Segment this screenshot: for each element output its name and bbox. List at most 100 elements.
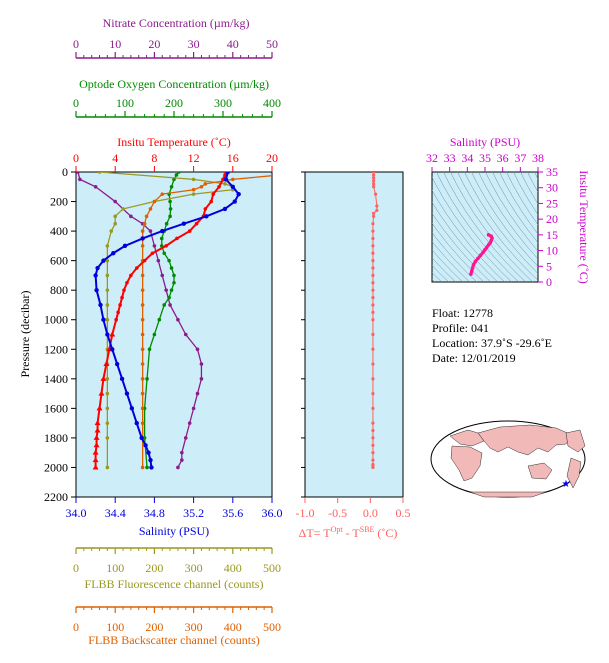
- profile-series: [76, 172, 272, 470]
- temperature-point: [92, 464, 99, 470]
- backscatter-point: [140, 273, 145, 278]
- backscatter-point: [140, 317, 145, 322]
- backscatter-point: [140, 391, 145, 396]
- world-map: ★: [430, 420, 586, 498]
- ts-density-contour: [436, 172, 520, 282]
- oxygen-point: [145, 465, 149, 470]
- oxygen-point: [167, 295, 171, 300]
- fluorescence-axis-label: FLBB Fluorescence channel (counts): [85, 577, 264, 591]
- tick-label: 0: [73, 620, 79, 634]
- tick-label: 400: [263, 96, 281, 110]
- ts-density-contour: [499, 172, 538, 235]
- delta-t-point: [371, 273, 375, 278]
- ts-curve-point: [469, 269, 474, 273]
- ts-curve-point: [484, 245, 489, 250]
- ts-density-contour: [432, 222, 485, 282]
- oxygen-point: [177, 172, 181, 174]
- salinity-point: [146, 450, 151, 455]
- tick-label: 300: [185, 620, 203, 634]
- ts-temperature-tick-label: 5: [546, 259, 552, 273]
- ts-temperature-tick-label: 30: [546, 181, 558, 195]
- ts-density-contour: [485, 172, 538, 252]
- salinity-point: [140, 236, 145, 241]
- temperature-point: [100, 375, 107, 381]
- ts-curve-point: [486, 233, 491, 237]
- ts-curve-point: [473, 259, 478, 264]
- ts-density-contour: [457, 172, 538, 281]
- tick-label: 0: [73, 37, 79, 51]
- fluorescence-axis: 0 100 200 300 400 500 FLBB Fluorescence chann…: [73, 547, 281, 591]
- nitrate-point: [93, 184, 98, 189]
- salinity-point: [149, 465, 154, 470]
- delta-t-axis-label: ΔT= TOpt - TSBE (˚C): [299, 525, 398, 540]
- fluorescence-point: [223, 182, 227, 186]
- delta-t-axes: -1.0 -0.5 0.0 0.5: [296, 171, 411, 520]
- delta-t-point: [371, 236, 375, 241]
- nitrate-point: [176, 317, 180, 322]
- pressure-axis-label: Pressure (decibar): [18, 291, 32, 378]
- delta-t-tick-label: 0.0: [363, 506, 378, 520]
- temperature-tick-label: 0: [73, 151, 79, 165]
- backscatter-point: [144, 214, 149, 219]
- pressure-tick-label: 200: [50, 195, 68, 209]
- backscatter-point: [140, 362, 145, 366]
- backscatter-point: [191, 187, 196, 192]
- backscatter-point: [152, 199, 157, 204]
- delta-t-tick-label: -0.5: [328, 506, 347, 520]
- ts-temperature-tick-label: 35: [546, 165, 558, 179]
- fluorescence-point: [105, 377, 110, 381]
- nitrate-axis-label: Nitrate Concentration (µm/kg): [103, 16, 250, 30]
- temperature-point: [118, 303, 122, 307]
- map-land-antarctica: [469, 491, 547, 498]
- delta-t-tick-label: 0.5: [396, 506, 411, 520]
- oxygen-point: [157, 317, 162, 322]
- tick-label: 300: [214, 96, 232, 110]
- pressure-tick-label: 800: [50, 283, 68, 297]
- delta-t-point: [371, 451, 375, 455]
- temperature-point: [209, 199, 214, 204]
- tick-label: 200: [145, 561, 163, 575]
- ts-salinity-tick-label: 32: [426, 151, 438, 165]
- delta-t-point: [371, 436, 375, 440]
- temperature-point: [211, 192, 215, 196]
- ts-curve-point: [478, 253, 483, 258]
- salinity-axis-label: Salinity (PSU): [139, 524, 209, 538]
- ts-curve-point: [481, 250, 486, 254]
- ts-salinity-tick-label: 36: [497, 151, 509, 165]
- tick-label: 40: [227, 37, 239, 51]
- tick-label: 100: [116, 96, 134, 110]
- backscatter-point: [140, 303, 145, 307]
- oxygen-point: [152, 332, 157, 337]
- ts-panel: Salinity (PSU) 32 33 34 35 36 37 3805101520253…: [426, 135, 591, 289]
- delta-t-label-mid: - T: [343, 526, 361, 540]
- oxygen-point: [159, 236, 164, 241]
- pressure-tick-label: 600: [50, 254, 68, 268]
- pressure-tick-label: 1400: [44, 372, 68, 386]
- oxygen-point: [162, 251, 166, 256]
- oxygen-point: [174, 173, 179, 177]
- temperature-point: [122, 288, 126, 292]
- salinity-point: [111, 251, 116, 256]
- ts-curve-point: [469, 272, 473, 276]
- temperature-tick-label: 8: [151, 151, 157, 165]
- temperature-tick-label: 12: [188, 151, 200, 165]
- backscatter-point: [140, 377, 145, 381]
- delta-t-point: [371, 391, 375, 396]
- salinity-point: [225, 172, 231, 175]
- oxygen-point: [164, 221, 169, 226]
- salinity-point: [98, 302, 103, 308]
- backscatter-ticks: 0 100 200 300 400 500: [73, 607, 281, 634]
- delta-t-point: [371, 443, 375, 447]
- fluorescence-series-line: [99, 172, 234, 468]
- backscatter-point: [140, 244, 145, 248]
- temperature-point: [96, 405, 103, 411]
- salinity-point: [223, 177, 229, 182]
- delta-t-point: [373, 192, 378, 196]
- ts-density-contour: [450, 172, 534, 282]
- temperature-point: [120, 295, 124, 300]
- pressure-tick-label: 1600: [44, 401, 68, 415]
- fluorescence-point: [105, 258, 110, 263]
- map-land-north-america: [565, 429, 586, 453]
- fluorescence-point: [105, 303, 110, 307]
- salinity-tick-label: 35.6: [222, 506, 243, 520]
